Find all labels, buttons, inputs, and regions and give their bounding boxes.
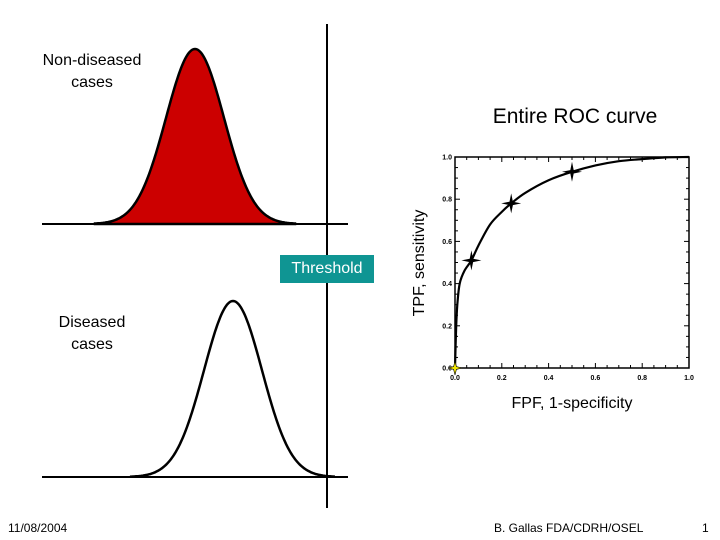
y-tick-label: 0.6 (442, 239, 452, 246)
x-tick-label: 0.0 (450, 375, 460, 382)
y-tick-label: 0.8 (442, 197, 452, 204)
non-diseased-distribution (93, 47, 297, 226)
diseased-label: Diseased cases (22, 312, 162, 356)
roc-plot-frame (454, 156, 690, 369)
operating-point-marker (562, 161, 582, 182)
threshold-badge: Threshold (280, 255, 374, 283)
footer-date: 11/08/2004 (8, 521, 68, 535)
x-tick-label: 1.0 (684, 375, 694, 382)
footer-author: B. Gallas FDA/CDRH/OSEL (494, 521, 644, 535)
footer-page-number: 1 (702, 521, 709, 535)
x-tick-label: 0.6 (591, 375, 601, 382)
roc-y-axis-label: TPF, sensitivity (411, 209, 428, 317)
origin-marker (447, 360, 463, 376)
non-diseased-label-text: Non-diseased cases (42, 52, 142, 91)
y-tick-label: 0.2 (442, 323, 452, 330)
roc-x-axis-label: FPF, 1-specificity (511, 395, 633, 412)
non-diseased-label: Non-diseased cases (22, 50, 162, 94)
roc-title: Entire ROC curve (492, 105, 658, 128)
diseased-distribution (129, 299, 335, 478)
x-tick-label: 0.2 (497, 375, 507, 382)
x-tick-label: 0.4 (544, 375, 554, 382)
y-tick-label: 0.0 (442, 366, 452, 373)
y-tick-label: 1.0 (442, 155, 452, 162)
operating-point-marker (501, 193, 522, 214)
diseased-label-text: Diseased cases (58, 314, 126, 353)
y-tick-label: 0.4 (442, 281, 452, 288)
x-tick-label: 0.8 (637, 375, 647, 382)
roc-curve (453, 155, 690, 369)
operating-point-marker (461, 250, 482, 271)
